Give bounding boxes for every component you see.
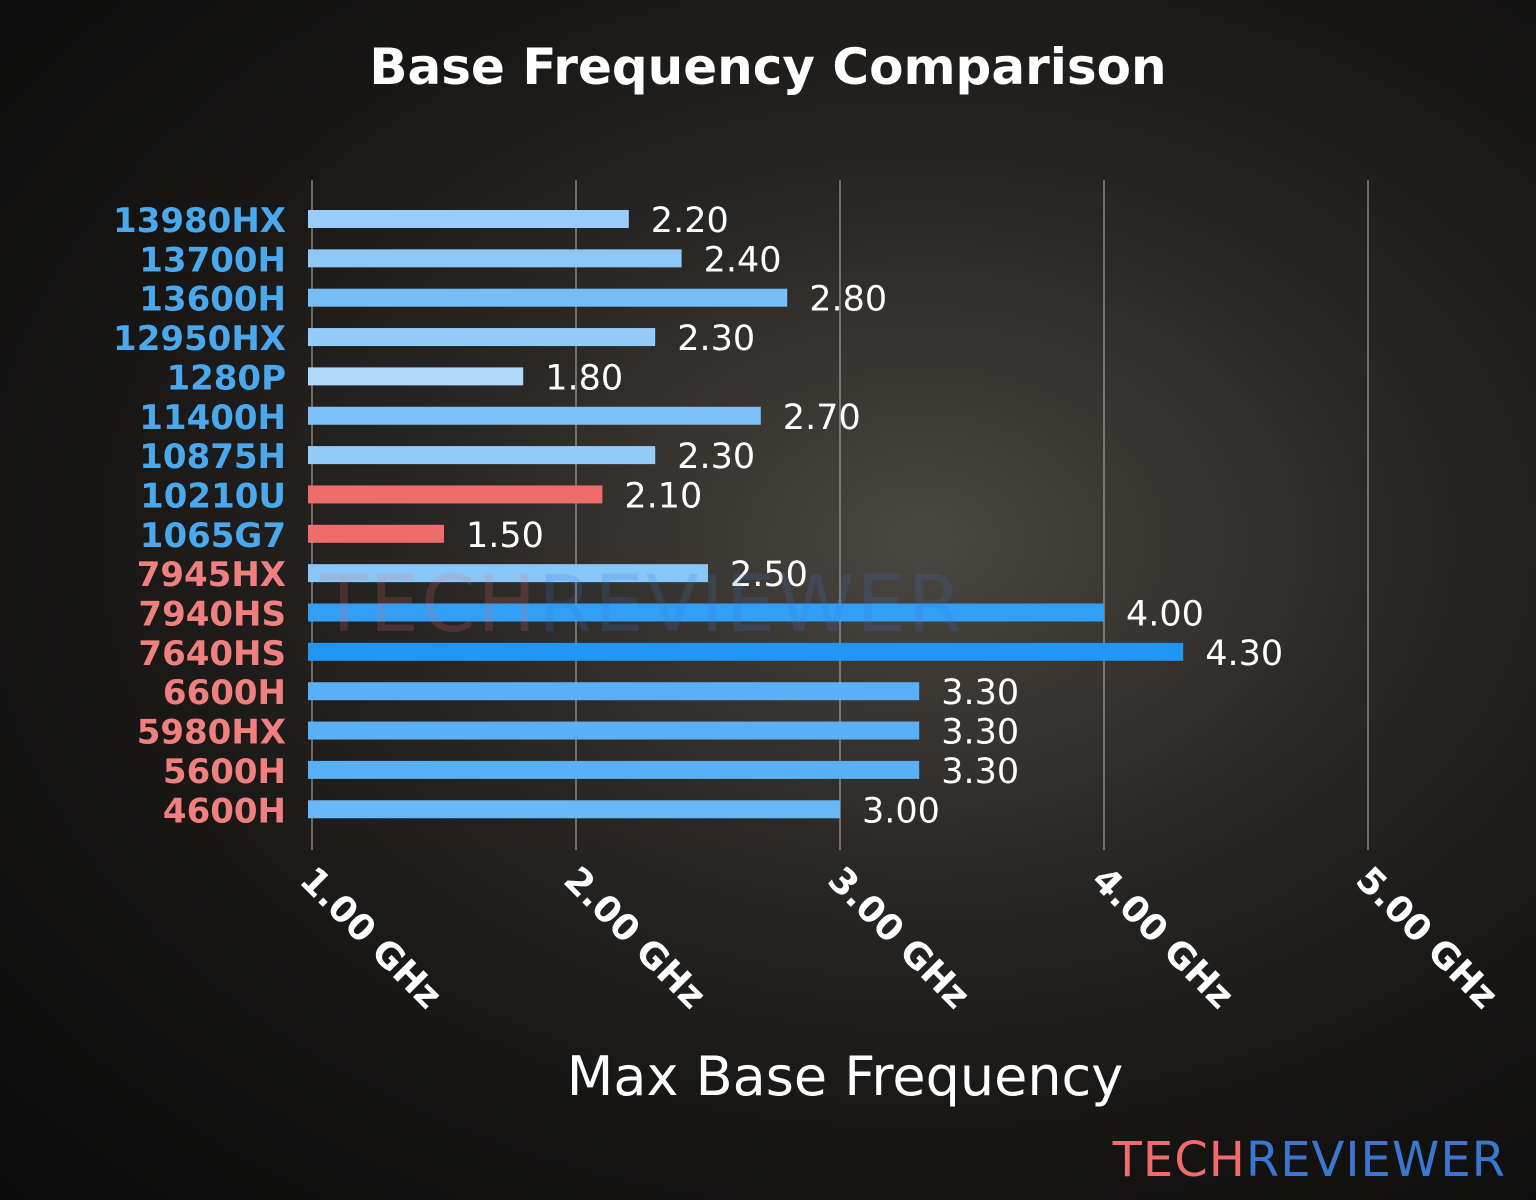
category-label: 12950HX: [113, 319, 286, 359]
value-label: 3.30: [941, 673, 1019, 713]
category-label: 10875H: [139, 437, 286, 477]
category-label: 13600H: [139, 280, 286, 320]
category-label: 6600H: [163, 673, 286, 713]
value-label: 4.00: [1126, 595, 1204, 635]
watermark-part2: REVIEWER: [538, 560, 964, 650]
value-label: 2.50: [730, 555, 808, 595]
value-label: 2.30: [677, 437, 755, 477]
category-label: 13700H: [139, 240, 286, 280]
bar-5600H: [308, 760, 920, 779]
x-tick-label: 4.00 GHz: [1084, 859, 1242, 1017]
category-label: 7940HS: [138, 595, 286, 635]
bar-7940HS: [308, 603, 1104, 622]
value-label: 1.80: [545, 358, 623, 398]
bar-1065G7: [308, 524, 444, 543]
bar-13600H: [308, 288, 788, 307]
category-label: 1065G7: [140, 516, 286, 556]
value-label: 2.40: [704, 240, 782, 280]
category-label: 5980HX: [137, 713, 286, 753]
bar-13980HX: [308, 210, 629, 228]
value-label: 2.10: [624, 476, 702, 516]
bar-13700H: [308, 249, 682, 268]
x-tick-label: 2.00 GHz: [556, 859, 714, 1017]
bar-10875H: [308, 446, 656, 465]
value-label: 2.80: [809, 280, 887, 320]
value-label: 3.30: [941, 752, 1019, 792]
watermark-part1: TECH: [320, 560, 539, 650]
value-label: 2.30: [677, 319, 755, 359]
category-label: 7945HX: [137, 555, 286, 595]
bar-1280P: [308, 367, 524, 386]
value-label: 4.30: [1205, 634, 1283, 674]
category-label: 13980HX: [113, 201, 286, 241]
value-label: 3.30: [941, 713, 1019, 753]
techreviewer-logo: TECHREVIEWER: [1113, 1132, 1506, 1188]
bar-7640HS: [308, 642, 1184, 661]
bar-7945HX: [308, 564, 708, 583]
category-label: 10210U: [140, 476, 286, 516]
x-axis-label: Max Base Frequency: [567, 1045, 1123, 1108]
x-tick-label: 1.00 GHz: [292, 859, 450, 1017]
category-label: 7640HS: [138, 634, 286, 674]
logo-reviewer: REVIEWER: [1245, 1132, 1506, 1188]
value-label: 3.00: [862, 791, 940, 831]
value-label: 1.50: [466, 516, 544, 556]
bar-11400H: [308, 406, 761, 425]
value-label: 2.20: [651, 201, 729, 241]
x-tick-label: 5.00 GHz: [1348, 859, 1506, 1017]
watermark-center: TECHREVIEWER: [320, 560, 964, 650]
category-label: 4600H: [163, 791, 286, 831]
bar-6600H: [308, 682, 920, 701]
bar-4600H: [308, 800, 840, 819]
chart-title: Base Frequency Comparison: [369, 38, 1166, 96]
x-tick-label: 3.00 GHz: [820, 859, 978, 1017]
bar-12950HX: [308, 328, 656, 347]
bar-5980HX: [308, 721, 920, 740]
value-label: 2.70: [783, 398, 861, 438]
category-label: 5600H: [163, 752, 286, 792]
logo-tech: TECH: [1112, 1132, 1246, 1188]
category-label: 1280P: [166, 358, 286, 398]
bar-10210U: [308, 485, 603, 504]
category-label: 11400H: [139, 398, 286, 438]
